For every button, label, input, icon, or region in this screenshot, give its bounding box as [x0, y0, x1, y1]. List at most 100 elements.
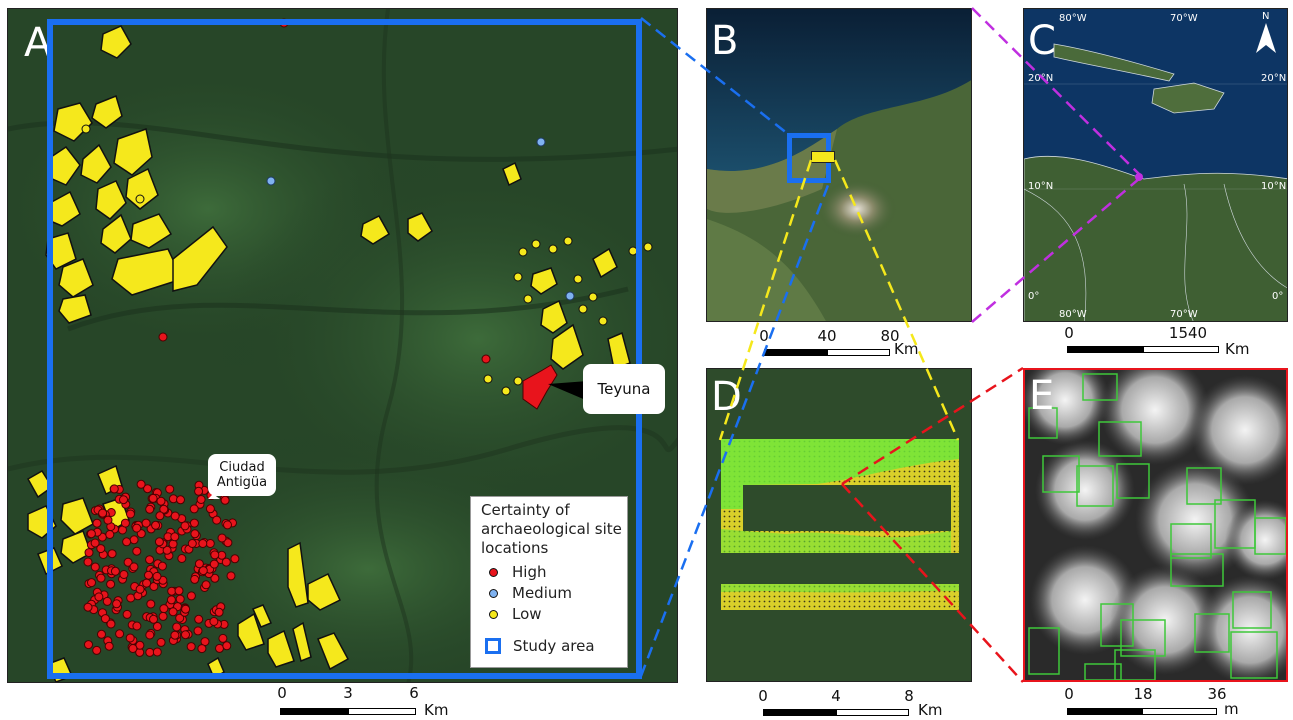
high-certainty-site-point — [154, 537, 164, 547]
high-certainty-site-point — [156, 637, 166, 647]
panel-b-imagery — [707, 9, 971, 321]
low-certainty-sites-south — [237, 541, 350, 671]
high-certainty-site-point — [194, 614, 204, 624]
lat-0-right: 0° — [1272, 291, 1284, 302]
high-certainty-site-point — [221, 557, 231, 567]
scalebar-c-unit: Km — [1225, 340, 1250, 358]
panel-d-label: D — [711, 374, 742, 420]
teyuna-label: Teyuna — [597, 380, 651, 398]
lat-20n-right: 20°N — [1261, 73, 1287, 84]
north-arrow: N — [1256, 11, 1276, 55]
high-certainty-site-point — [106, 579, 116, 589]
high-certainty-site-point — [186, 591, 196, 601]
high-certainty-site-point — [194, 559, 204, 569]
high-certainty-site-point — [223, 538, 233, 548]
low-certainty-sites-northwest — [45, 25, 228, 324]
high-certainty-site-point — [141, 518, 151, 528]
high-certainty-site-point — [181, 604, 191, 614]
high-certainty-site-point — [123, 557, 133, 567]
panel-c-label: C — [1028, 18, 1056, 64]
legend-high-swatch — [489, 567, 498, 577]
lon-80w-bottom: 80°W — [1059, 309, 1087, 320]
high-certainty-site-point — [143, 484, 153, 494]
high-certainty-site-point — [166, 595, 176, 605]
high-certainty-site-point — [90, 538, 100, 548]
high-certainty-site-point — [149, 614, 158, 624]
panel-e-map[interactable]: E — [1023, 368, 1288, 682]
scalebar-d-tick-0: 0 — [758, 687, 768, 705]
scalebar-b-tick-1: 40 — [817, 327, 837, 345]
scalebar-c-tick-1: 1540 — [1168, 324, 1208, 342]
panel-d-map[interactable]: D — [706, 368, 972, 682]
ciudad-callout-pointer — [208, 494, 220, 499]
legend-title: Certainty of archaeological site locatio… — [481, 501, 622, 557]
teyuna-callout-pointer — [548, 381, 588, 401]
high-certainty-site-point — [102, 596, 112, 606]
scalebar-b-bar — [764, 349, 890, 356]
high-certainty-site-point — [87, 578, 96, 588]
high-certainty-site-point — [165, 484, 175, 494]
high-certainty-site-point — [132, 546, 142, 556]
high-certainty-site-point — [104, 641, 114, 651]
panel-c-map[interactable]: C N 80°W 70°W 20°N 20°N 10°N 10°N 0° 0° … — [1023, 8, 1288, 322]
high-certainty-site-point — [176, 495, 185, 505]
scalebar-c-bar — [1067, 346, 1219, 353]
high-certainty-site-point — [125, 633, 135, 643]
lat-10n-left: 10°N — [1028, 181, 1054, 192]
high-certainty-site-point — [220, 495, 230, 505]
legend-study-swatch — [485, 638, 501, 654]
legend-row-study: Study area — [485, 636, 595, 656]
high-certainty-site-point — [128, 644, 138, 653]
high-certainty-site-point — [120, 518, 130, 528]
high-certainty-site-point — [151, 520, 161, 530]
panel-d-imagery — [707, 369, 971, 681]
panel-e-imagery — [1025, 370, 1286, 680]
high-certainty-site-point — [186, 642, 196, 652]
high-certainty-site-point — [94, 592, 104, 602]
high-certainty-site-point — [92, 518, 102, 528]
high-certainty-site-point — [146, 599, 156, 609]
ciudad-antigua-callout: Ciudad Antigüa — [208, 454, 276, 496]
high-certainty-site-point — [190, 529, 200, 539]
high-certainty-site-point — [126, 509, 135, 519]
high-certainty-site-point — [222, 641, 232, 651]
high-certainty-site-point — [119, 570, 129, 579]
high-certainty-site-point — [189, 504, 199, 514]
scalebar-e-tick-2: 36 — [1207, 685, 1227, 703]
legend-high-label: High — [512, 563, 547, 581]
panel-a-map[interactable]: A — [7, 8, 678, 683]
high-certainty-site-point — [157, 561, 167, 571]
high-certainty-site-point — [145, 630, 155, 640]
legend-row-high: High — [489, 562, 546, 582]
high-certainty-site-point — [190, 574, 200, 584]
high-certainty-site-point — [107, 549, 117, 559]
high-certainty-site-point — [100, 614, 110, 624]
high-certainty-site-point — [170, 532, 180, 542]
map-legend: Certainty of archaeological site locatio… — [470, 496, 628, 668]
scalebar-b-unit: Km — [894, 340, 919, 358]
high-certainty-site-point — [106, 619, 116, 629]
scalebar-a-unit: Km — [424, 701, 449, 719]
panel-b-map[interactable]: B — [706, 8, 972, 322]
tree-detection-boxes — [1028, 373, 1286, 680]
high-certainty-site-point — [96, 573, 106, 583]
scalebar-d-tick-1: 4 — [831, 687, 841, 705]
high-certainty-site-point — [212, 515, 222, 525]
panel-b-site-marker — [811, 151, 835, 163]
site-markers-layer — [26, 18, 653, 682]
panel-a-label: A — [24, 20, 52, 66]
scalebar-d-bar — [763, 709, 909, 716]
low-certainty-sites-east — [360, 161, 631, 371]
study-area-boundary — [47, 19, 642, 679]
high-certainty-site-point — [158, 611, 168, 621]
lat-10n-right: 10°N — [1261, 181, 1287, 192]
legend-medium-label: Medium — [512, 584, 572, 602]
high-certainty-site-point — [162, 545, 172, 555]
scalebar-b-tick-0: 0 — [759, 327, 769, 345]
legend-row-medium: Medium — [489, 583, 572, 603]
high-certainty-site-point — [115, 629, 125, 639]
medium-certainty-points — [266, 137, 575, 301]
high-certainty-site-point — [180, 521, 190, 531]
high-certainty-site-point — [152, 647, 162, 657]
legend-low-label: Low — [512, 605, 542, 623]
